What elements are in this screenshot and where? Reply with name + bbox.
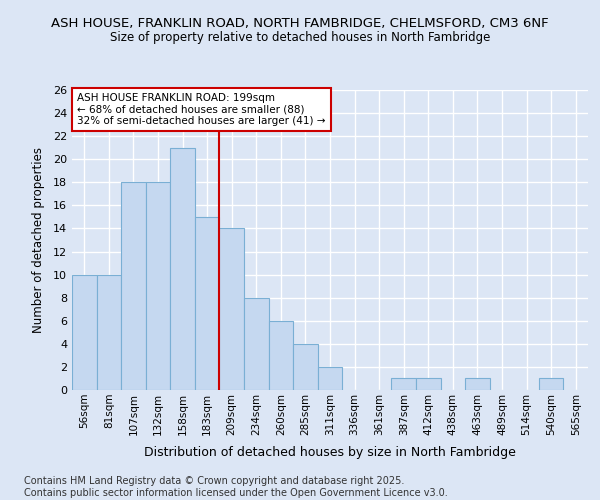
Text: Size of property relative to detached houses in North Fambridge: Size of property relative to detached ho… [110, 31, 490, 44]
Bar [465, 378, 490, 390]
Y-axis label: Number of detached properties: Number of detached properties [32, 147, 44, 333]
Bar [72, 274, 97, 390]
Bar [391, 378, 416, 390]
Bar [195, 217, 220, 390]
Bar [146, 182, 170, 390]
Bar [170, 148, 195, 390]
Bar [269, 321, 293, 390]
Bar [318, 367, 342, 390]
Text: ASH HOUSE, FRANKLIN ROAD, NORTH FAMBRIDGE, CHELMSFORD, CM3 6NF: ASH HOUSE, FRANKLIN ROAD, NORTH FAMBRIDG… [51, 18, 549, 30]
Bar [220, 228, 244, 390]
Text: ASH HOUSE FRANKLIN ROAD: 199sqm
← 68% of detached houses are smaller (88)
32% of: ASH HOUSE FRANKLIN ROAD: 199sqm ← 68% of… [77, 93, 326, 126]
Bar [244, 298, 269, 390]
Bar [293, 344, 318, 390]
X-axis label: Distribution of detached houses by size in North Fambridge: Distribution of detached houses by size … [144, 446, 516, 459]
Bar [121, 182, 146, 390]
Text: Contains HM Land Registry data © Crown copyright and database right 2025.
Contai: Contains HM Land Registry data © Crown c… [24, 476, 448, 498]
Bar [97, 274, 121, 390]
Bar [539, 378, 563, 390]
Bar [416, 378, 440, 390]
